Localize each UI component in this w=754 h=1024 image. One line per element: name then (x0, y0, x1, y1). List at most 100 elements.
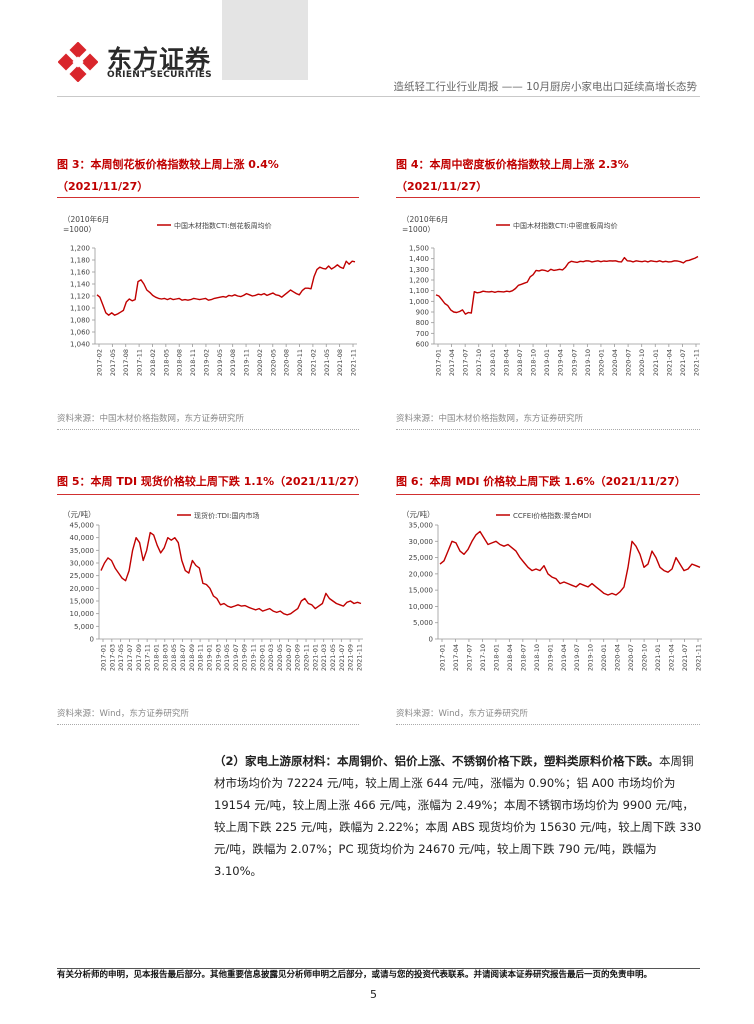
y-tick-label: 45,000 (70, 522, 95, 530)
x-tick-label: 2017-01 (435, 349, 443, 376)
y-tick-label: 10,000 (70, 610, 95, 618)
figure-3-source: 资料来源：中国木材价格指数网，东方证券研究所 (57, 414, 245, 424)
x-tick-label: 2021-08 (336, 349, 344, 376)
x-tick-label: 2021-07 (338, 644, 346, 671)
x-tick-label: 2020-01 (258, 644, 266, 671)
x-tick-label: 2021-11 (695, 644, 703, 671)
x-tick-label: 2020-05 (269, 349, 277, 376)
x-tick-label: 2017-07 (126, 644, 134, 671)
x-tick-label: 2019-01 (543, 349, 551, 376)
y-tick-label: 15,000 (409, 587, 434, 595)
y-tick-label: 5,000 (413, 619, 433, 627)
x-tick-label: 2019-08 (229, 349, 237, 376)
y-tick-label: 1,180 (70, 257, 90, 265)
x-tick-label: 2020-10 (641, 644, 649, 671)
y-tick-label: 30,000 (70, 560, 95, 568)
x-tick-label: 2018-07 (179, 644, 187, 671)
x-tick-label: 2018-10 (533, 644, 541, 671)
x-tick-label: 2020-09 (294, 644, 302, 671)
y-tick-label: 1,080 (70, 317, 90, 325)
y-tick-label: 1,140 (70, 281, 90, 289)
x-tick-label: 2020-08 (283, 349, 291, 376)
x-tick-label: 2021-11 (350, 349, 358, 376)
x-tick-label: 2019-11 (250, 644, 258, 671)
orient-logo-icon (58, 42, 98, 82)
body-paragraph: （2）家电上游原材料：本周铜价、铝价上涨、不锈钢价格下跌，塑料类原料价格下跌。本… (214, 750, 702, 882)
figure-3-subtitle: （2021/11/27） (57, 180, 149, 193)
x-tick-label: 2018-08 (176, 349, 184, 376)
legend-label: 现货价:TDI:国内市场 (194, 511, 259, 520)
y-tick-label: 35,000 (409, 522, 434, 530)
x-tick-label: 2017-04 (452, 644, 460, 671)
y-tick-label: 10,000 (409, 603, 434, 611)
x-tick-label: 2020-01 (600, 644, 608, 671)
footer-divider (57, 968, 700, 969)
x-tick-label: 2020-07 (285, 644, 293, 671)
x-tick-label: 2018-04 (506, 644, 514, 671)
x-tick-label: 2020-04 (614, 644, 622, 671)
x-tick-label: 2018-10 (530, 349, 538, 376)
x-tick-label: 2020-01 (597, 349, 605, 376)
chart-unit-label: =1000） (402, 225, 435, 234)
figure-5-chart: （元/吨） 现货价:TDI:国内市场 0 5,000 10,000 15,000 20,00… (63, 509, 364, 671)
x-tick-label: 2021-01 (652, 349, 660, 376)
figure-4-bottom-rule (396, 429, 700, 430)
x-tick-label: 2017-07 (462, 349, 470, 376)
header-divider (57, 96, 700, 97)
x-tick-label: 2019-07 (232, 644, 240, 671)
y-tick-label: 1,300 (409, 266, 429, 274)
series-line (96, 260, 356, 316)
y-tick-label: 700 (416, 330, 429, 338)
y-tick-label: 15,000 (70, 598, 95, 606)
x-tick-label: 2017-07 (465, 644, 473, 671)
x-tick-label: 2017-09 (135, 644, 143, 671)
x-tick-label: 2021-05 (329, 644, 337, 671)
x-tick-label: 2018-05 (162, 349, 170, 376)
y-tick-label: 1,120 (70, 293, 90, 301)
y-tick-label: 1,100 (70, 305, 90, 313)
figure-4-source: 资料来源：中国木材价格指数网，东方证券研究所 (396, 414, 584, 424)
y-tick-label: 1,040 (70, 341, 90, 349)
y-tick-label: 25,000 (409, 554, 434, 562)
x-tick-label: 2021-09 (347, 644, 355, 671)
x-tick-label: 2021-01 (311, 644, 319, 671)
y-tick-label: 0 (429, 636, 433, 644)
y-tick-label: 1,200 (70, 245, 90, 253)
figure-5-source: 资料来源：Wind，东方证券研究所 (57, 709, 189, 719)
x-tick-label: 2017-11 (136, 349, 144, 376)
figure-6-bottom-rule (396, 724, 700, 725)
header-decor-band (222, 0, 308, 80)
x-tick-label: 2018-05 (170, 644, 178, 671)
x-tick-label: 2020-03 (267, 644, 275, 671)
x-tick-label: 2017-01 (439, 644, 447, 671)
x-tick-label: 2019-11 (243, 349, 251, 376)
x-tick-label: 2019-03 (214, 644, 222, 671)
x-tick-label: 2020-11 (303, 644, 311, 671)
x-tick-label: 2021-11 (356, 644, 364, 671)
logo-chinese-name: 东方证券 (107, 45, 212, 74)
y-tick-label: 800 (416, 319, 429, 327)
x-tick-label: 2019-05 (223, 644, 231, 671)
figure-4-chart: （2010年6月=1000） 中国木材指数CTI:中密度板周均价 600 700 800… (402, 214, 701, 376)
x-tick-label: 2019-04 (560, 644, 568, 671)
x-tick-label: 2020-02 (256, 349, 264, 376)
x-tick-label: 2018-01 (492, 644, 500, 671)
x-tick-label: 2019-09 (241, 644, 249, 671)
body-paragraph-text: 本周铜材市场均价为 72224 元/吨，较上周上涨 644 元/吨，涨幅为 0.… (214, 754, 702, 878)
x-tick-label: 2021-02 (309, 349, 317, 376)
figure-4-title: 图 4：本周中密度板价格指数较上周上涨 2.3% (396, 158, 629, 171)
y-tick-label: 35,000 (70, 547, 95, 555)
body-paragraph-lead: （2）家电上游原材料：本周铜价、铝价上涨、不锈钢价格下跌，塑料类原料价格下跌。 (214, 754, 659, 768)
y-tick-label: 30,000 (409, 538, 434, 546)
x-tick-label: 2017-02 (96, 349, 104, 376)
x-tick-label: 2021-04 (668, 644, 676, 671)
x-tick-label: 2019-10 (584, 349, 592, 376)
y-tick-label: 1,060 (70, 329, 90, 337)
figure-3-rule (57, 197, 359, 198)
y-tick-label: 40,000 (70, 534, 95, 542)
x-tick-label: 2018-11 (189, 349, 197, 376)
figure-6-rule (396, 494, 700, 495)
series-line (100, 531, 362, 616)
x-tick-label: 2017-05 (117, 644, 125, 671)
series-line (435, 255, 699, 315)
